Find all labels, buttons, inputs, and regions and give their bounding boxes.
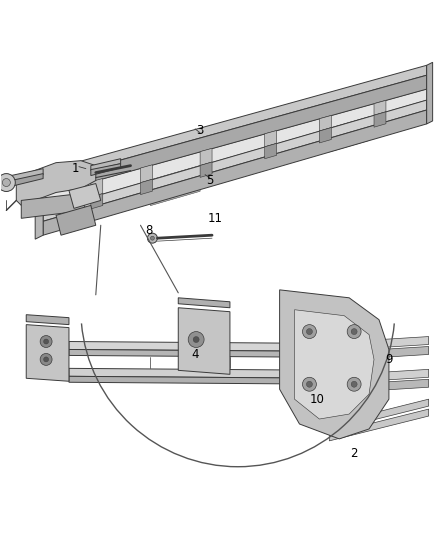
Polygon shape [43,100,427,221]
Polygon shape [329,117,369,152]
Polygon shape [91,193,103,209]
Text: 11: 11 [208,212,223,225]
Text: 4: 4 [191,348,199,361]
Polygon shape [178,298,230,308]
Polygon shape [91,159,120,171]
Circle shape [347,325,361,338]
Circle shape [303,377,316,391]
Polygon shape [69,376,339,384]
Circle shape [0,174,15,191]
Polygon shape [43,110,427,235]
Polygon shape [374,100,386,115]
Polygon shape [150,165,200,206]
Polygon shape [7,168,43,182]
Polygon shape [349,336,429,350]
Circle shape [44,339,49,344]
Polygon shape [349,346,429,359]
Circle shape [193,336,199,343]
Circle shape [351,329,357,335]
Polygon shape [26,314,69,325]
Polygon shape [69,350,339,358]
Text: 2: 2 [350,447,358,461]
Circle shape [351,381,357,387]
Polygon shape [329,409,429,441]
Circle shape [347,377,361,391]
Polygon shape [91,164,120,175]
Polygon shape [69,183,101,208]
Polygon shape [319,116,331,131]
Text: 5: 5 [206,174,214,187]
Polygon shape [141,179,152,195]
Polygon shape [178,308,230,374]
Polygon shape [69,342,339,351]
Polygon shape [16,160,96,205]
Polygon shape [265,131,277,147]
Circle shape [148,233,157,243]
Polygon shape [349,369,429,382]
Polygon shape [7,174,43,188]
Polygon shape [294,310,374,419]
Polygon shape [279,290,389,439]
Text: 8: 8 [145,224,152,237]
Polygon shape [141,165,152,183]
Polygon shape [21,193,86,219]
Circle shape [188,332,204,348]
Polygon shape [265,143,277,159]
Circle shape [307,329,312,335]
Polygon shape [349,379,429,392]
Polygon shape [26,325,69,381]
Circle shape [303,325,316,338]
Circle shape [2,179,11,187]
Polygon shape [43,89,427,212]
Polygon shape [91,179,103,197]
Polygon shape [319,127,331,143]
Polygon shape [329,399,429,431]
Polygon shape [43,75,427,196]
Text: 10: 10 [310,393,325,406]
Polygon shape [43,65,427,182]
Polygon shape [427,62,433,124]
Circle shape [40,336,52,348]
Circle shape [40,353,52,365]
Polygon shape [35,172,43,239]
Circle shape [307,381,312,387]
Polygon shape [200,162,212,177]
Polygon shape [374,112,386,127]
Circle shape [150,236,155,240]
Text: 9: 9 [385,353,392,366]
Text: 1: 1 [72,162,80,175]
Polygon shape [56,205,96,235]
Circle shape [44,357,49,362]
Polygon shape [200,148,212,165]
Polygon shape [69,368,339,378]
Text: 3: 3 [196,124,204,138]
